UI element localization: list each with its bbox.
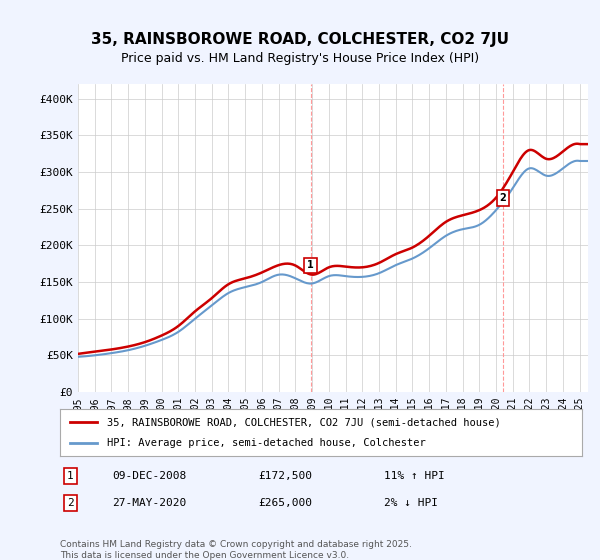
- Text: 1: 1: [67, 471, 74, 481]
- Text: HPI: Average price, semi-detached house, Colchester: HPI: Average price, semi-detached house,…: [107, 438, 426, 448]
- Text: £265,000: £265,000: [259, 498, 313, 508]
- Text: 09-DEC-2008: 09-DEC-2008: [112, 471, 187, 481]
- Text: 11% ↑ HPI: 11% ↑ HPI: [383, 471, 445, 481]
- Text: £172,500: £172,500: [259, 471, 313, 481]
- Text: 2: 2: [67, 498, 74, 508]
- Text: 1: 1: [307, 260, 314, 270]
- Text: 35, RAINSBOROWE ROAD, COLCHESTER, CO2 7JU (semi-detached house): 35, RAINSBOROWE ROAD, COLCHESTER, CO2 7J…: [107, 417, 501, 427]
- Text: 35, RAINSBOROWE ROAD, COLCHESTER, CO2 7JU: 35, RAINSBOROWE ROAD, COLCHESTER, CO2 7J…: [91, 32, 509, 46]
- Text: Price paid vs. HM Land Registry's House Price Index (HPI): Price paid vs. HM Land Registry's House …: [121, 52, 479, 66]
- Text: 2: 2: [500, 193, 506, 203]
- Text: 27-MAY-2020: 27-MAY-2020: [112, 498, 187, 508]
- Text: Contains HM Land Registry data © Crown copyright and database right 2025.
This d: Contains HM Land Registry data © Crown c…: [60, 540, 412, 560]
- Text: 2% ↓ HPI: 2% ↓ HPI: [383, 498, 437, 508]
